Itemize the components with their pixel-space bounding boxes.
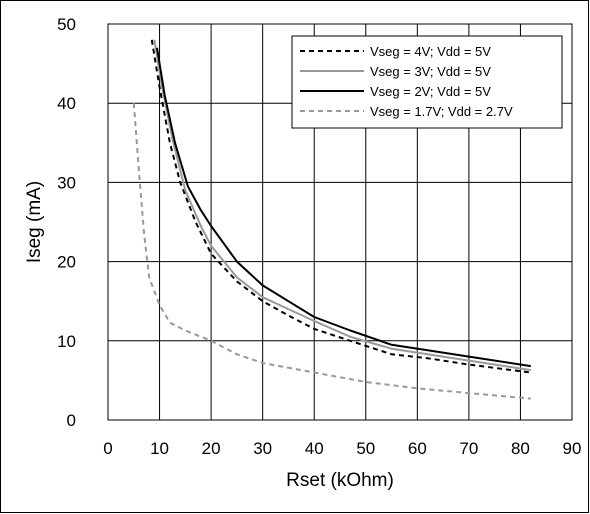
legend-label-3: Vseg = 2V; Vdd = 5V xyxy=(370,84,491,99)
x-tick-label: 50 xyxy=(356,439,375,458)
y-tick-label: 20 xyxy=(57,253,76,272)
x-tick-label: 60 xyxy=(408,439,427,458)
y-axis-title: Iseg (mA) xyxy=(24,181,45,263)
x-tick-label: 30 xyxy=(253,439,272,458)
x-axis-title: Rset (kOhm) xyxy=(286,470,394,491)
x-axis-ticks: 0 10 20 30 40 50 60 70 80 90 xyxy=(103,439,581,458)
y-tick-label: 40 xyxy=(57,94,76,113)
x-tick-label: 10 xyxy=(150,439,169,458)
x-tick-label: 90 xyxy=(563,439,582,458)
series-line-2 xyxy=(153,39,531,372)
y-axis-ticks: 0 10 20 30 40 50 xyxy=(57,15,76,430)
legend-label-4: Vseg = 1.7V; Vdd = 2.7V xyxy=(370,104,513,119)
legend: Vseg = 4V; Vdd = 5V Vseg = 3V; Vdd = 5V Vs… xyxy=(291,35,563,129)
series-line-1 xyxy=(150,39,531,374)
y-tick-label: 30 xyxy=(57,173,76,192)
x-tick-label: 0 xyxy=(103,439,112,458)
y-tick-label: 0 xyxy=(67,411,76,430)
series-line-4 xyxy=(132,103,531,400)
plot-border xyxy=(107,23,573,421)
x-tick-label: 70 xyxy=(459,439,478,458)
x-tick-label: 20 xyxy=(202,439,221,458)
y-tick-label: 50 xyxy=(57,15,76,34)
legend-label-1: Vseg = 4V; Vdd = 5V xyxy=(370,44,491,59)
series-line-3 xyxy=(156,47,531,368)
y-tick-label: 10 xyxy=(57,332,76,351)
series-group xyxy=(132,39,531,400)
x-tick-label: 80 xyxy=(511,439,530,458)
legend-label-2: Vseg = 3V; Vdd = 5V xyxy=(370,64,491,79)
x-tick-label: 40 xyxy=(305,439,324,458)
